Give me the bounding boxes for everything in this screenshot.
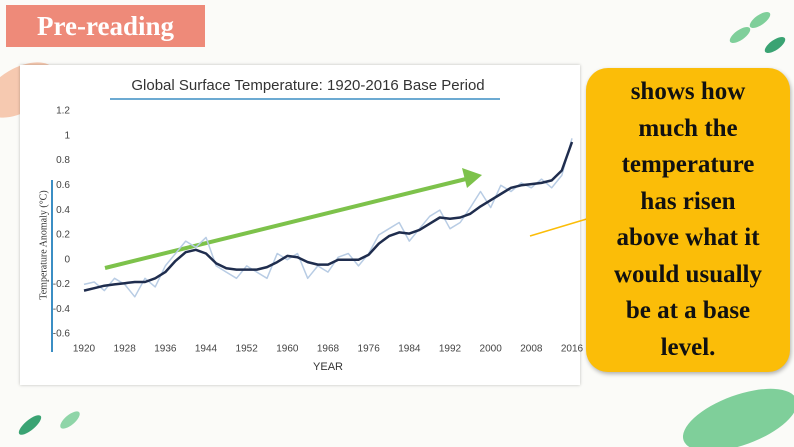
chart-title: Global Surface Temperature: 1920-2016 Ba… bbox=[131, 77, 484, 94]
callout-line: be at a base bbox=[625, 297, 751, 324]
callout-line: has risen bbox=[640, 187, 736, 215]
x-tick-label: 1944 bbox=[195, 344, 218, 355]
y-tick-label: 0.4 bbox=[56, 205, 70, 216]
callout-line: would usually bbox=[614, 260, 762, 288]
leaf bbox=[682, 388, 794, 447]
leaf bbox=[764, 36, 786, 54]
x-tick-label: 2016 bbox=[561, 344, 584, 355]
x-tick-label: 1952 bbox=[236, 344, 259, 355]
callout-line: shows how bbox=[630, 78, 746, 105]
callout-line: temperature bbox=[621, 151, 755, 178]
callout-pointer bbox=[529, 217, 591, 237]
y-tick-label: 0.6 bbox=[56, 180, 70, 191]
chart-panel bbox=[20, 65, 580, 385]
line-series bbox=[83, 138, 573, 298]
x-axis-label: YEAR bbox=[313, 361, 343, 373]
x-tick-label: 2008 bbox=[520, 344, 543, 355]
trend-arrowhead bbox=[462, 168, 482, 188]
x-tick-label: 1960 bbox=[276, 344, 299, 355]
callout: shows how much the temperature has risen abo… bbox=[586, 68, 790, 372]
y-tick-label: -0.2 bbox=[53, 279, 71, 290]
y-tick-label: 0.2 bbox=[56, 230, 70, 241]
x-tick-label: 1920 bbox=[73, 344, 96, 355]
line-series bbox=[83, 141, 574, 292]
y-axis-label: Temperature Anomaly (°C) bbox=[38, 190, 49, 299]
x-tick-label: 1928 bbox=[114, 344, 137, 355]
leaf bbox=[18, 415, 42, 435]
leaf bbox=[729, 26, 751, 44]
y-tick-label: 1.2 bbox=[56, 106, 70, 117]
x-tick-label: 1968 bbox=[317, 344, 340, 355]
x-tick-label: 1984 bbox=[398, 344, 421, 355]
x-tick-label: 2000 bbox=[480, 344, 503, 355]
y-tick-label: 1 bbox=[64, 130, 70, 141]
x-tick-label: 1936 bbox=[154, 344, 177, 355]
trend-arrow bbox=[104, 176, 471, 270]
x-tick-label: 1992 bbox=[439, 344, 462, 355]
callout-line: level. bbox=[660, 333, 716, 361]
x-tick-label: 1976 bbox=[358, 344, 381, 355]
y-tick-label: 0.8 bbox=[56, 155, 70, 166]
y-tick-label: -0.4 bbox=[53, 304, 71, 315]
leaf bbox=[60, 411, 80, 429]
callout-line: above what it bbox=[616, 224, 760, 251]
leaf bbox=[749, 11, 771, 29]
callout-line: much the bbox=[638, 114, 738, 142]
y-tick-label: 0 bbox=[64, 254, 70, 265]
y-tick-label: -0.6 bbox=[53, 329, 71, 340]
header-title: Pre-reading bbox=[6, 5, 205, 47]
